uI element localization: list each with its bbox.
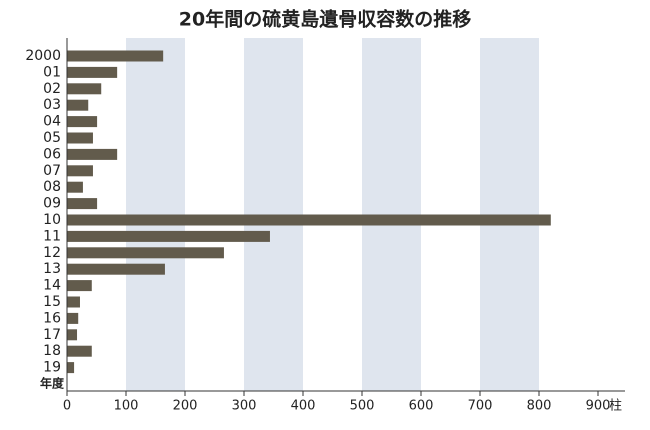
bar: [67, 116, 98, 128]
y-tick-label: 15: [43, 294, 61, 310]
x-tick-label: 100: [114, 399, 139, 414]
bar: [67, 83, 102, 95]
bar: [67, 50, 164, 62]
x-tick-label: 800: [527, 399, 552, 414]
bar: [67, 148, 118, 160]
bar: [67, 181, 83, 193]
y-axis-label: 年度: [40, 376, 65, 391]
bar: [67, 66, 118, 78]
y-tick-label: 09: [43, 196, 61, 212]
y-tick-label: 10: [43, 212, 61, 228]
bar: [67, 247, 224, 259]
bar: [67, 99, 89, 111]
y-tick-label: 11: [43, 228, 61, 244]
y-tick-label: 18: [43, 343, 61, 359]
y-tick-label: 04: [43, 114, 61, 130]
y-tick-label: 19: [43, 360, 61, 376]
x-tick-label: 600: [409, 399, 434, 414]
bar: [67, 230, 270, 242]
bar: [67, 280, 92, 292]
x-tick-label: 700: [468, 399, 493, 414]
x-tick-label: 900: [586, 399, 611, 414]
y-tick-label: 12: [43, 245, 61, 261]
bar: [67, 345, 92, 357]
bar: [67, 263, 165, 275]
x-tick-label: 300: [232, 399, 257, 414]
y-tick-label: 07: [43, 163, 61, 179]
bar: [67, 132, 93, 144]
y-tick-label: 2000: [25, 48, 61, 64]
bar: [67, 198, 98, 210]
x-tick-label: 200: [173, 399, 198, 414]
x-tick-label: 400: [291, 399, 316, 414]
y-tick-label: 14: [43, 278, 61, 294]
y-tick-label: 08: [43, 179, 61, 195]
chart-title: 20年間の硫黄島遺骨収容数の推移: [179, 8, 471, 31]
bar: [67, 165, 93, 177]
bar: [67, 296, 80, 308]
y-tick-label: 13: [43, 261, 61, 277]
y-tick-label: 16: [43, 310, 61, 326]
x-tick-label: 500: [350, 399, 375, 414]
bar: [67, 329, 78, 341]
x-unit-label: 柱: [609, 399, 622, 414]
bar: [67, 214, 551, 226]
y-tick-label: 17: [43, 327, 61, 343]
bar: [67, 362, 75, 374]
y-tick-label: 05: [43, 130, 61, 146]
y-tick-label: 02: [43, 81, 61, 97]
bar: [67, 312, 79, 324]
y-tick-label: 06: [43, 146, 61, 162]
x-tick-label: 0: [63, 399, 71, 414]
y-tick-label: 01: [43, 64, 61, 80]
y-tick-label: 03: [43, 97, 61, 113]
